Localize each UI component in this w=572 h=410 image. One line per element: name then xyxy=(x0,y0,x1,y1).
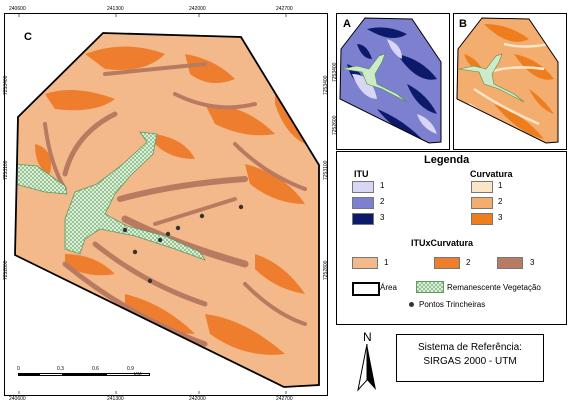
left-tick: 7253400 xyxy=(3,75,9,95)
scale-label: 0.6 xyxy=(92,366,99,372)
north-arrow-icon xyxy=(357,344,376,392)
legend-swatch xyxy=(352,181,374,193)
scale-bar xyxy=(18,366,150,378)
top-tick: 241300 xyxy=(107,6,124,12)
bottom-tick: 242700 xyxy=(276,396,293,402)
legend-label: 3 xyxy=(498,213,503,222)
scale-label: 0.9 xyxy=(127,366,134,372)
scale-label: 0 xyxy=(17,366,20,372)
panel-letter-c: C xyxy=(24,31,32,43)
legend-swatch xyxy=(352,257,378,269)
inset-a-tick: 7252600 xyxy=(332,115,338,135)
right-tick: 7253400 xyxy=(323,75,329,95)
bottom-tick: 241300 xyxy=(107,396,124,402)
top-tick: 242000 xyxy=(189,6,206,12)
left-tick: 7253100 xyxy=(3,160,9,180)
scale-label: 0.3 xyxy=(57,366,64,372)
inset-a-tick: 7253400 xyxy=(332,62,338,82)
top-tick: 242700 xyxy=(276,6,293,12)
inset-map-a xyxy=(339,17,442,144)
legend-label: 3 xyxy=(530,258,535,267)
legend-label: 1 xyxy=(380,181,385,190)
legend-curvatura-title: Curvatura xyxy=(470,169,513,179)
legend-swatch xyxy=(471,197,493,209)
legend-swatch xyxy=(471,181,493,193)
top-tick: 240600 xyxy=(9,6,26,12)
reference-line1: Sistema de Referência: xyxy=(418,342,522,353)
legend-trench-dot xyxy=(409,302,414,307)
bottom-tick: 240600 xyxy=(9,396,26,402)
legend-label: 2 xyxy=(498,197,503,206)
inset-map-b xyxy=(456,17,559,144)
reference-line2: SIRGAS 2000 - UTM xyxy=(423,356,517,367)
legend-title: Legenda xyxy=(424,154,470,166)
bottom-tick: 242000 xyxy=(189,396,206,402)
legend-box xyxy=(336,151,567,325)
legend-label: 1 xyxy=(498,181,503,190)
legend-label: 2 xyxy=(466,258,471,267)
left-tick: 7252800 xyxy=(3,260,9,280)
scale-unit: KM xyxy=(134,372,142,378)
right-tick: 7252800 xyxy=(323,260,329,280)
legend-itu-title: ITU xyxy=(354,169,369,179)
legend-swatch xyxy=(352,213,374,225)
legend-itu-curv-title: ITUxCurvatura xyxy=(411,238,474,248)
legend-swatch xyxy=(434,257,460,269)
reference-box xyxy=(396,334,544,382)
legend-swatch xyxy=(352,197,374,209)
legend-area-label: Área xyxy=(380,283,397,292)
right-tick: 7253100 xyxy=(323,160,329,180)
legend-trench-label: Pontos Trincheiras xyxy=(419,300,486,309)
legend-swatch xyxy=(497,257,523,269)
legend-label: 1 xyxy=(384,258,389,267)
legend-label: 2 xyxy=(380,197,385,206)
north-label: N xyxy=(363,330,372,344)
legend-swatch xyxy=(471,213,493,225)
legend-vegetation-swatch xyxy=(416,281,444,293)
legend-vegetation-label: Remanescente Vegetação xyxy=(447,283,541,292)
panel-letter-a: A xyxy=(343,18,351,30)
legend-area-swatch xyxy=(352,282,380,296)
main-map xyxy=(14,14,320,394)
panel-letter-b: B xyxy=(459,18,467,30)
legend-label: 3 xyxy=(380,213,385,222)
